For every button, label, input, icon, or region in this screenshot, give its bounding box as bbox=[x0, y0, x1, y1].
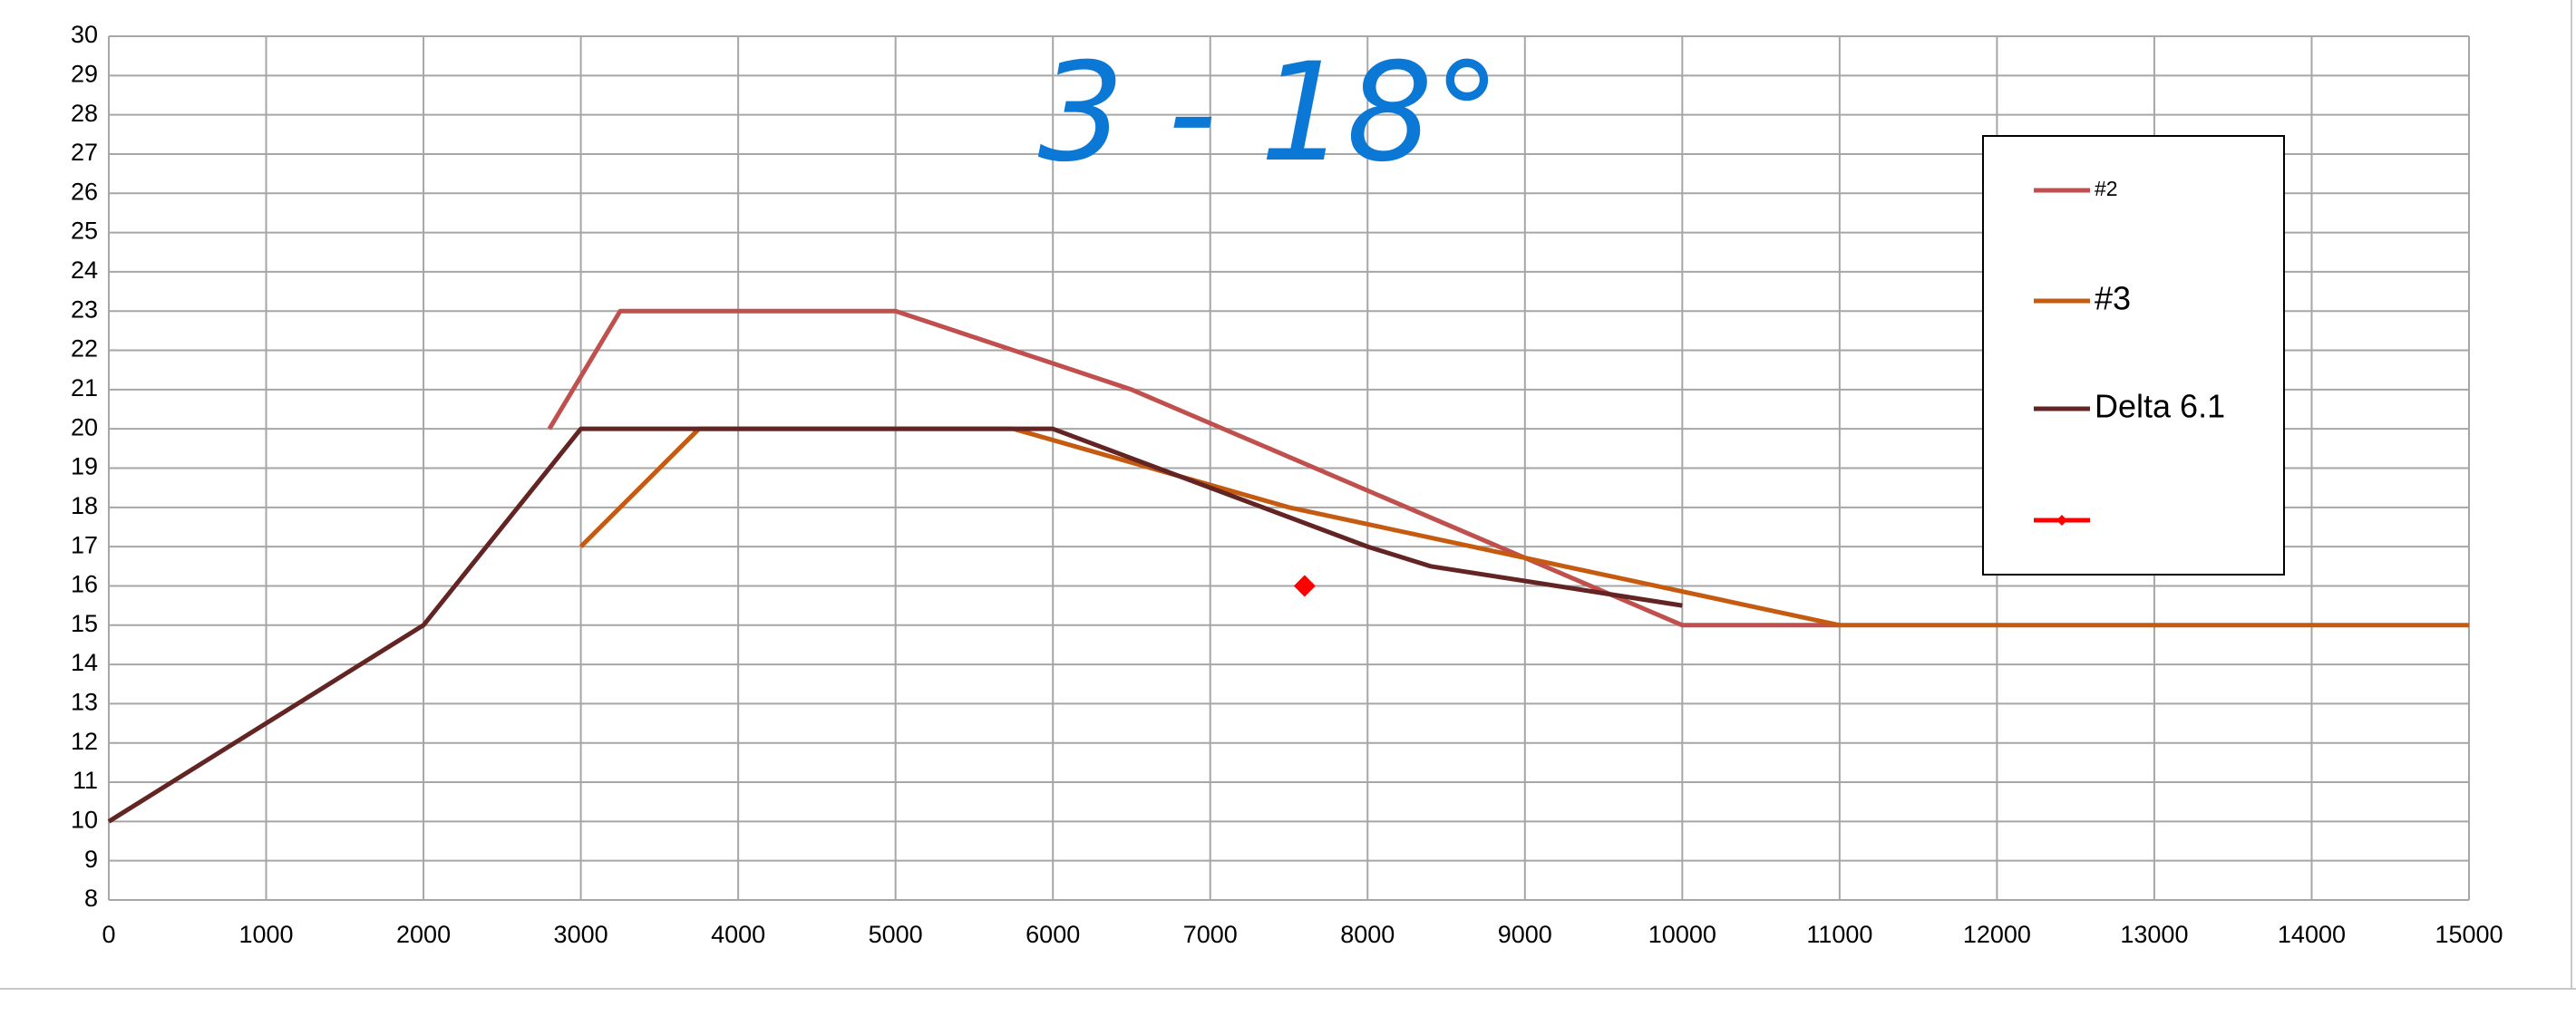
y-tick-label: 16 bbox=[71, 571, 98, 598]
y-tick-label: 14 bbox=[71, 649, 98, 676]
annotation: 3 - 18° bbox=[1038, 34, 1502, 192]
series-line bbox=[107, 426, 1683, 824]
y-tick-label: 26 bbox=[71, 178, 98, 205]
x-tick-label: 1000 bbox=[238, 921, 293, 948]
y-tick-label: 19 bbox=[71, 453, 98, 480]
x-tick-label: 5000 bbox=[869, 921, 923, 948]
y-tick-label: 17 bbox=[71, 531, 98, 558]
x-tick-label: 9000 bbox=[1498, 921, 1552, 948]
x-tick-label: 8000 bbox=[1340, 921, 1395, 948]
x-tick-label: 2000 bbox=[396, 921, 451, 948]
y-tick-label: 11 bbox=[73, 767, 98, 794]
x-tick-label: 7000 bbox=[1183, 921, 1238, 948]
y-tick-label: 23 bbox=[71, 295, 98, 323]
x-tick-label: 11000 bbox=[1806, 921, 1872, 948]
legend-label: Delta 6.1 bbox=[2095, 388, 2225, 425]
y-tick-label: 8 bbox=[84, 885, 98, 912]
y-tick-label: 15 bbox=[71, 610, 98, 637]
series-line bbox=[547, 308, 1840, 628]
x-tick-label: 14000 bbox=[2278, 921, 2346, 948]
x-tick-label: 12000 bbox=[1963, 921, 2031, 948]
x-tick-label: 13000 bbox=[2120, 921, 2188, 948]
y-tick-label: 24 bbox=[71, 256, 98, 284]
legend-label: #3 bbox=[2095, 280, 2131, 317]
y-tick-label: 12 bbox=[71, 728, 98, 755]
x-tick-label: 15000 bbox=[2435, 921, 2503, 948]
y-tick-label: 21 bbox=[71, 374, 98, 402]
y-tick-label: 27 bbox=[71, 139, 98, 166]
y-tick-label: 9 bbox=[84, 846, 98, 873]
legend bbox=[1982, 135, 2285, 576]
y-tick-label: 20 bbox=[71, 413, 98, 440]
y-tick-label: 13 bbox=[71, 689, 98, 716]
legend-label: #2 bbox=[2095, 177, 2118, 200]
y-tick-label: 25 bbox=[71, 218, 98, 245]
x-tick-label: 6000 bbox=[1026, 921, 1080, 948]
x-tick-label: 3000 bbox=[554, 921, 608, 948]
y-tick-label: 29 bbox=[71, 60, 98, 87]
y-tick-label: 22 bbox=[71, 335, 98, 363]
y-tick-label: 18 bbox=[71, 492, 98, 519]
x-tick-label: 4000 bbox=[711, 921, 765, 948]
x-tick-label: 10000 bbox=[1648, 921, 1716, 948]
series-line bbox=[578, 426, 2469, 628]
legend-marker bbox=[2056, 515, 2067, 526]
y-tick-label: 10 bbox=[71, 806, 98, 833]
y-tick-label: 30 bbox=[71, 21, 98, 48]
y-tick-label: 28 bbox=[71, 100, 98, 127]
x-tick-label: 0 bbox=[102, 921, 115, 948]
data-point bbox=[1293, 575, 1316, 597]
